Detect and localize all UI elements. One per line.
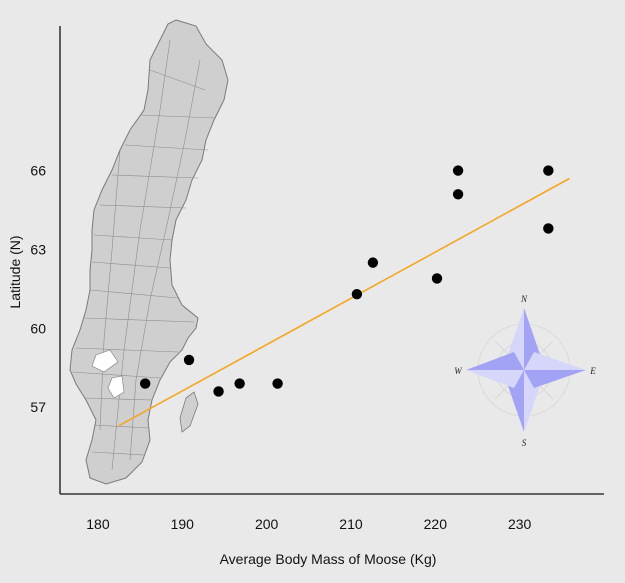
- y-tick-labels: 57 60 63 66: [30, 163, 46, 416]
- data-point: [543, 165, 554, 176]
- compass-west-label: W: [454, 366, 463, 376]
- data-points: [139, 165, 554, 397]
- y-axis-label: Latitude (N): [7, 235, 23, 308]
- x-tick-label: 220: [424, 516, 448, 532]
- data-point: [431, 273, 443, 284]
- compass-north-label: N: [520, 294, 528, 304]
- data-point: [367, 257, 379, 268]
- y-tick-label: 57: [30, 399, 46, 415]
- x-tick-label: 200: [255, 516, 279, 532]
- x-tick-label: 230: [508, 516, 532, 532]
- compass-rose-icon: N S E W: [454, 294, 596, 448]
- y-tick-label: 60: [30, 320, 46, 336]
- data-point: [183, 354, 195, 366]
- x-tick-labels: 180 190 200 210 220 230: [86, 516, 531, 532]
- x-axis-label: Average Body Mass of Moose (Kg): [220, 551, 437, 567]
- data-point: [351, 288, 363, 300]
- y-tick-label: 66: [30, 163, 46, 179]
- compass-south-label: S: [522, 438, 527, 448]
- x-tick-label: 180: [86, 516, 110, 532]
- data-point: [452, 165, 464, 176]
- data-point: [543, 223, 554, 234]
- trendline: [118, 177, 570, 427]
- y-tick-label: 63: [30, 241, 46, 257]
- data-point: [139, 378, 151, 389]
- compass-east-label: E: [589, 366, 596, 376]
- data-point: [452, 189, 464, 200]
- data-point: [234, 378, 245, 389]
- sweden-map: [69, 19, 229, 485]
- data-point: [213, 386, 224, 397]
- x-tick-label: 210: [339, 516, 363, 532]
- data-point: [272, 378, 283, 389]
- x-tick-label: 190: [171, 516, 195, 532]
